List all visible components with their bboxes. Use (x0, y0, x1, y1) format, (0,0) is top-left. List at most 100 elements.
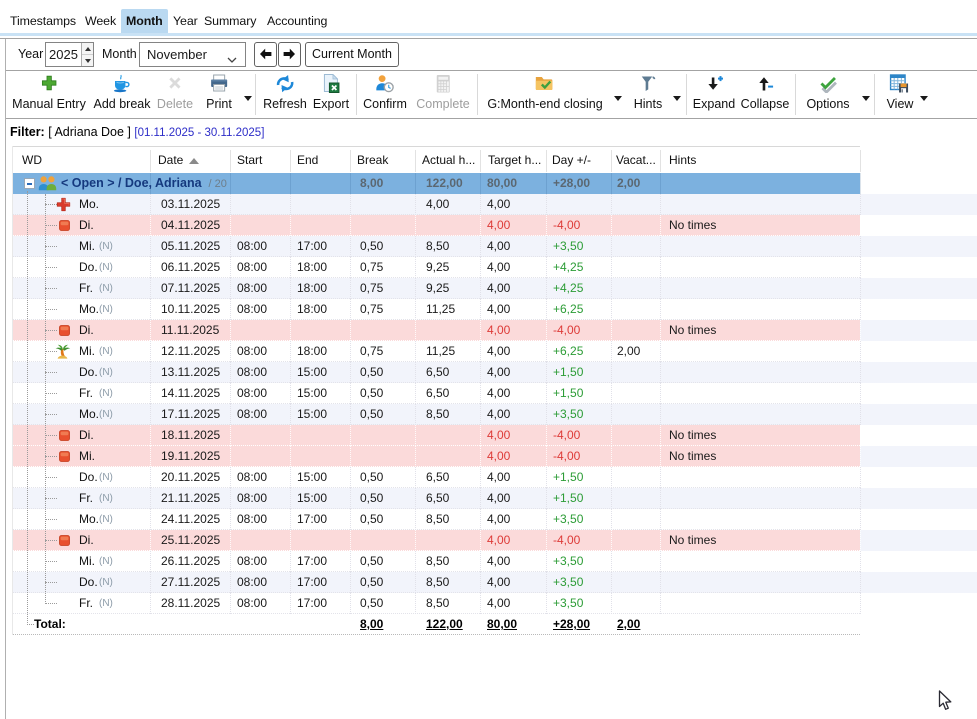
cell-separator (290, 194, 291, 215)
row-background: Di. 18.11.2025 4,00 -4,00 No times (13, 425, 861, 446)
n-tag: (N) (99, 262, 113, 273)
cell-separator (350, 257, 351, 278)
day-row[interactable]: Di. 18.11.2025 4,00 -4,00 No times (13, 425, 977, 446)
cell-hints: No times (669, 428, 717, 442)
column-header-wd[interactable]: WD (22, 147, 150, 173)
day-row[interactable]: Mo. 03.11.2025 4,00 4,00 (13, 194, 977, 215)
cell-separator (480, 446, 481, 467)
column-header-end[interactable]: End (297, 147, 350, 173)
tab-accounting[interactable]: Accounting (267, 14, 328, 28)
day-row[interactable]: Do. (N) 13.11.2025 08:00 15:00 0,50 6,50 4,00 +1… (13, 362, 977, 383)
cell-date: 07.11.2025 (161, 281, 221, 295)
cell-separator (415, 320, 416, 341)
collapse-button[interactable]: Collapse (741, 74, 789, 115)
confirm-button[interactable]: Confirm (363, 74, 407, 115)
cell-separator (415, 593, 416, 614)
year-increment-button[interactable] (82, 43, 93, 55)
day-row[interactable]: Mi. (N) 05.11.2025 08:00 17:00 0,50 8,50 4,00 +3… (13, 236, 977, 257)
cell-separator (660, 362, 661, 383)
day-row[interactable]: Mo. (N) 17.11.2025 08:00 15:00 0,50 8,50 4,00 +3… (13, 404, 977, 425)
day-row[interactable]: Fr. (N) 07.11.2025 08:00 18:00 0,75 9,25 4,00 +4… (13, 278, 977, 299)
dropdown-arrow-icon[interactable] (614, 96, 622, 101)
cell-end: 17:00 (297, 596, 328, 610)
column-header-vacation[interactable]: Vacat... (616, 147, 660, 173)
tab-timestamps[interactable]: Timestamps (10, 14, 77, 28)
dropdown-arrow-icon[interactable] (673, 96, 681, 101)
toolbar-button-label: Options (806, 97, 850, 111)
day-row[interactable]: Fr. (N) 28.11.2025 08:00 17:00 0,50 8,50 4,00 +3… (13, 593, 977, 614)
cell-separator (480, 299, 481, 320)
next-month-button[interactable] (278, 42, 301, 67)
tab-year[interactable]: Year (173, 14, 198, 28)
day-row[interactable]: Fr. (N) 21.11.2025 08:00 15:00 0,50 6,50 4,00 +1… (13, 488, 977, 509)
column-header-date[interactable]: Date (158, 147, 230, 173)
column-header-day[interactable]: Day +/- (552, 147, 611, 173)
day-row[interactable]: Di. 25.11.2025 4,00 -4,00 No times (13, 530, 977, 551)
dropdown-arrow-icon[interactable] (244, 96, 252, 101)
cell-day: -4,00 (553, 449, 581, 463)
cell-end: 18:00 (297, 281, 328, 295)
year-decrement-button[interactable] (82, 54, 93, 66)
dropdown-arrow-icon[interactable] (920, 96, 928, 101)
day-row[interactable]: Mi. (N) 12.11.2025 08:00 18:00 0,75 11,25 4,00 +… (13, 341, 977, 362)
cell-date: 14.11.2025 (161, 386, 221, 400)
column-header-hints[interactable]: Hints (669, 147, 860, 173)
cell-separator (860, 509, 861, 530)
cell-target: 4,00 (487, 281, 511, 295)
month-select[interactable]: November (139, 42, 246, 67)
filter-label: Filter: (10, 125, 45, 139)
tab-week[interactable]: Week (85, 14, 117, 28)
options-button[interactable]: Options (806, 74, 850, 115)
g-month-end-closing-button[interactable]: G:Month-end closing (487, 74, 603, 115)
cell-separator (611, 257, 612, 278)
cell-separator (290, 362, 291, 383)
day-row[interactable]: Di. 11.11.2025 4,00 -4,00 No times (13, 320, 977, 341)
day-row[interactable]: Fr. (N) 14.11.2025 08:00 15:00 0,50 6,50 4,00 +1… (13, 383, 977, 404)
day-row[interactable]: Mi. 19.11.2025 4,00 -4,00 No times (13, 446, 977, 467)
day-row[interactable]: Mi. (N) 26.11.2025 08:00 17:00 0,50 8,50 4,00 +3… (13, 551, 977, 572)
cell-day: +1,50 (553, 470, 584, 484)
add-break-button[interactable]: Add break (94, 74, 150, 115)
day-row[interactable]: Do. (N) 06.11.2025 08:00 18:00 0,75 9,25 4,00 +4… (13, 257, 977, 278)
day-row[interactable]: Mo. (N) 24.11.2025 08:00 17:00 0,50 8,50 4,00 +3… (13, 509, 977, 530)
column-header-label: End (297, 153, 319, 167)
print-button[interactable]: Print (206, 74, 232, 115)
day-row[interactable]: Do. (N) 20.11.2025 08:00 15:00 0,50 6,50 4,00 +1… (13, 467, 977, 488)
collapse-group-toggle[interactable] (24, 178, 35, 189)
toolbar-separator (874, 74, 875, 115)
cell-start: 08:00 (237, 239, 268, 253)
cell-separator (611, 509, 612, 530)
day-row[interactable]: Do. (N) 27.11.2025 08:00 17:00 0,50 8,50 4,00 +3… (13, 572, 977, 593)
tab-month[interactable]: Month (121, 9, 168, 33)
dropdown-arrow-icon[interactable] (862, 96, 870, 101)
year-spinner[interactable]: 2025 (45, 42, 94, 67)
refresh-button[interactable]: Refresh (263, 74, 307, 115)
previous-month-button[interactable] (254, 42, 277, 67)
cell-actual: 6,50 (426, 491, 450, 505)
day-row[interactable]: Di. 04.11.2025 4,00 -4,00 No times (13, 215, 977, 236)
tab-summary[interactable]: Summary (204, 14, 257, 28)
export-button[interactable]: Export (313, 74, 349, 115)
group-row[interactable]: < Open > / Doe, Adriana / 20 8,00 122,00 80,… (13, 173, 977, 194)
cell-separator (546, 488, 547, 509)
tree-line (27, 191, 28, 625)
column-header-actual[interactable]: Actual h... (422, 147, 480, 173)
expand-button[interactable]: Expand (693, 74, 735, 115)
cell-separator (546, 383, 547, 404)
column-header-start[interactable]: Start (237, 147, 290, 173)
tree-branch (45, 309, 57, 310)
current-month-button[interactable]: Current Month (305, 42, 399, 67)
cell-separator (230, 257, 231, 278)
weekday-label: Fr. (79, 491, 93, 505)
cell-separator (350, 446, 351, 467)
delete-x-icon (157, 74, 193, 96)
year-value[interactable]: 2025 (49, 47, 78, 62)
total-row[interactable]: Total: 8,00 122,00 80,00 +28,00 2,00 (13, 614, 977, 635)
manual-entry-button[interactable]: Manual Entry (12, 74, 86, 115)
day-row[interactable]: Mo. (N) 10.11.2025 08:00 18:00 0,75 11,25 4,00 +… (13, 299, 977, 320)
weekday-label: Do. (79, 575, 98, 589)
hints-button[interactable]: Hints (634, 74, 662, 115)
column-header-break[interactable]: Break (357, 147, 415, 173)
column-header-target[interactable]: Target h... (488, 147, 546, 173)
view-button[interactable]: View (887, 74, 913, 115)
